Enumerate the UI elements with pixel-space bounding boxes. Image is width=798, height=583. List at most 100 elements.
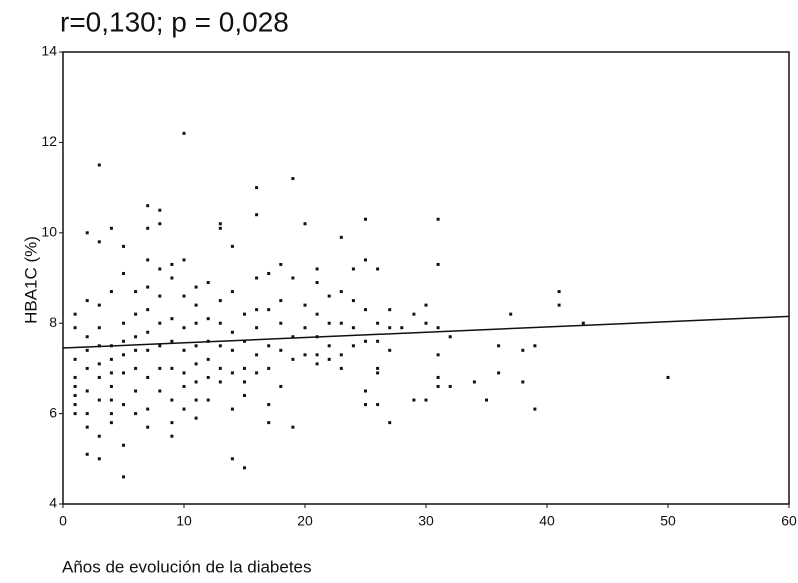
point xyxy=(122,339,125,343)
point xyxy=(97,326,101,330)
point xyxy=(73,357,77,361)
point xyxy=(122,321,125,325)
point xyxy=(85,335,89,339)
point xyxy=(230,348,234,352)
point xyxy=(243,466,246,470)
point xyxy=(339,290,343,294)
y-tick-label: 14 xyxy=(41,43,57,59)
point xyxy=(194,303,198,307)
point xyxy=(170,276,174,280)
point xyxy=(327,344,331,348)
point xyxy=(170,317,174,321)
point xyxy=(255,186,259,190)
point xyxy=(255,371,259,375)
x-tick-label: 60 xyxy=(781,513,797,529)
point xyxy=(85,348,89,352)
x-tick-label: 20 xyxy=(297,513,313,529)
point xyxy=(412,312,416,316)
point xyxy=(230,330,234,334)
point xyxy=(436,384,440,388)
point xyxy=(182,294,186,298)
point xyxy=(206,357,210,361)
point xyxy=(158,208,162,212)
point xyxy=(85,299,89,303)
point xyxy=(255,326,259,330)
point xyxy=(279,299,283,303)
point xyxy=(97,457,101,461)
point xyxy=(400,326,404,330)
y-axis-label: HBA1C (%) xyxy=(21,236,40,324)
point xyxy=(146,226,150,230)
point xyxy=(267,403,271,407)
point xyxy=(424,398,428,402)
point xyxy=(485,398,488,402)
point xyxy=(85,366,89,370)
point xyxy=(509,312,513,316)
point xyxy=(339,353,343,357)
point xyxy=(73,403,77,407)
point xyxy=(255,308,259,312)
point xyxy=(315,281,319,285)
point xyxy=(158,294,162,298)
point xyxy=(279,262,283,266)
point xyxy=(230,407,234,411)
point xyxy=(206,317,210,321)
chart-title: r=0,130; p = 0,028 xyxy=(60,6,289,37)
point xyxy=(170,366,174,370)
point xyxy=(327,321,331,325)
point xyxy=(230,371,234,375)
point xyxy=(194,321,198,325)
point xyxy=(158,321,162,325)
point xyxy=(218,380,222,384)
point xyxy=(134,335,138,339)
point xyxy=(158,366,162,370)
point xyxy=(146,308,150,312)
x-tick-label: 40 xyxy=(539,513,555,529)
point xyxy=(230,244,234,248)
point xyxy=(424,321,428,325)
point xyxy=(218,222,222,226)
point xyxy=(218,299,222,303)
point xyxy=(436,217,440,221)
point xyxy=(182,258,186,262)
point xyxy=(267,366,271,370)
point xyxy=(73,312,77,316)
point xyxy=(376,371,380,375)
point xyxy=(279,384,283,388)
point xyxy=(376,321,380,325)
point xyxy=(122,371,125,375)
point xyxy=(351,344,355,348)
point xyxy=(109,421,113,425)
point xyxy=(436,326,440,330)
point xyxy=(170,434,174,438)
point xyxy=(339,321,343,325)
point xyxy=(194,362,198,366)
point xyxy=(303,353,307,357)
point xyxy=(122,443,125,447)
point xyxy=(218,226,222,230)
point xyxy=(97,240,101,244)
point xyxy=(364,258,367,262)
point xyxy=(134,366,138,370)
point xyxy=(388,348,392,352)
point xyxy=(521,380,525,384)
regression-line xyxy=(62,315,790,349)
point xyxy=(291,357,295,361)
point xyxy=(182,407,186,411)
point xyxy=(279,321,283,325)
point xyxy=(109,384,113,388)
point xyxy=(364,217,367,221)
point xyxy=(448,384,452,388)
point xyxy=(97,375,101,379)
point xyxy=(146,348,150,352)
point xyxy=(376,403,380,407)
point xyxy=(97,163,101,167)
point xyxy=(315,267,319,271)
point xyxy=(267,421,271,425)
point xyxy=(158,267,162,271)
point xyxy=(364,339,367,343)
point xyxy=(158,222,162,226)
point xyxy=(134,389,138,393)
point xyxy=(134,312,138,316)
point xyxy=(73,412,77,416)
